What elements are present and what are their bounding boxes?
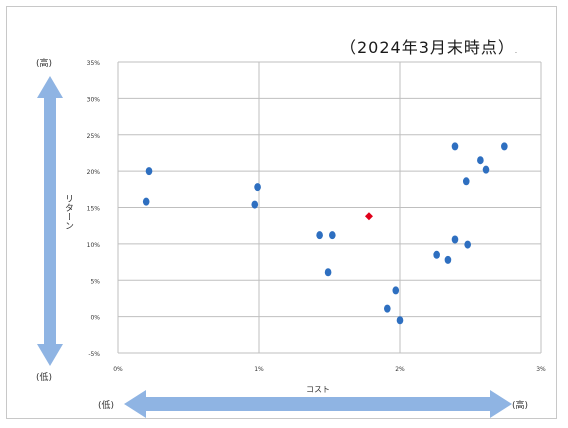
data-point [324, 268, 332, 277]
data-point [444, 255, 452, 264]
as-of-date: （2024年3月末時点）. [340, 38, 519, 57]
x-axis-high-label: (高) [512, 401, 529, 411]
y-tick-labels: -5% 0% 5% 10% 15% 20% 25% 30% 35% [87, 60, 101, 358]
y-tick-label: 15% [87, 206, 101, 213]
data-point [462, 177, 470, 186]
y-axis-label: リターン [63, 194, 74, 230]
y-tick-label: 30% [87, 96, 101, 103]
data-point [464, 240, 471, 249]
data-point [142, 197, 150, 206]
data-point [392, 286, 400, 295]
data-point [251, 200, 259, 209]
x-axis-label: コスト [306, 385, 330, 394]
y-tick-label: 10% [87, 242, 101, 249]
data-point [145, 167, 153, 176]
data-point [433, 250, 440, 259]
y-axis-low-label: (低) [36, 373, 53, 383]
data-point [477, 156, 484, 165]
chart-frame [6, 6, 557, 419]
x-tick-label: 3% [536, 366, 546, 373]
data-point [384, 304, 391, 313]
x-tick-label: 2% [395, 366, 405, 373]
data-point [451, 235, 459, 244]
data-point [329, 231, 336, 240]
data-point [396, 316, 404, 325]
data-point [482, 165, 490, 174]
vertical-arrow [37, 76, 63, 366]
y-axis-high-label: (高) [36, 59, 53, 69]
data-point [316, 231, 323, 240]
highlight-point [364, 212, 373, 221]
data-points [142, 142, 508, 325]
y-tick-label: 25% [87, 133, 101, 140]
data-point [254, 183, 261, 192]
y-tick-label: 35% [87, 60, 101, 67]
y-tick-label: 20% [87, 169, 101, 176]
grid-lines [117, 61, 542, 354]
data-point [501, 142, 508, 151]
data-point [451, 142, 459, 151]
horizontal-arrow [124, 390, 512, 418]
x-tick-labels: 0% 1% 2% 3% [113, 366, 546, 373]
y-tick-label: 0% [90, 315, 100, 322]
x-tick-label: 1% [254, 366, 264, 373]
y-tick-label: -5% [88, 351, 100, 358]
x-tick-label: 0% [113, 366, 123, 373]
y-tick-label: 5% [90, 278, 100, 285]
x-axis-low-label: (低) [98, 401, 115, 411]
